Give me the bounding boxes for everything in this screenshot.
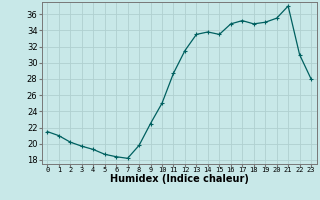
X-axis label: Humidex (Indice chaleur): Humidex (Indice chaleur) bbox=[110, 174, 249, 184]
